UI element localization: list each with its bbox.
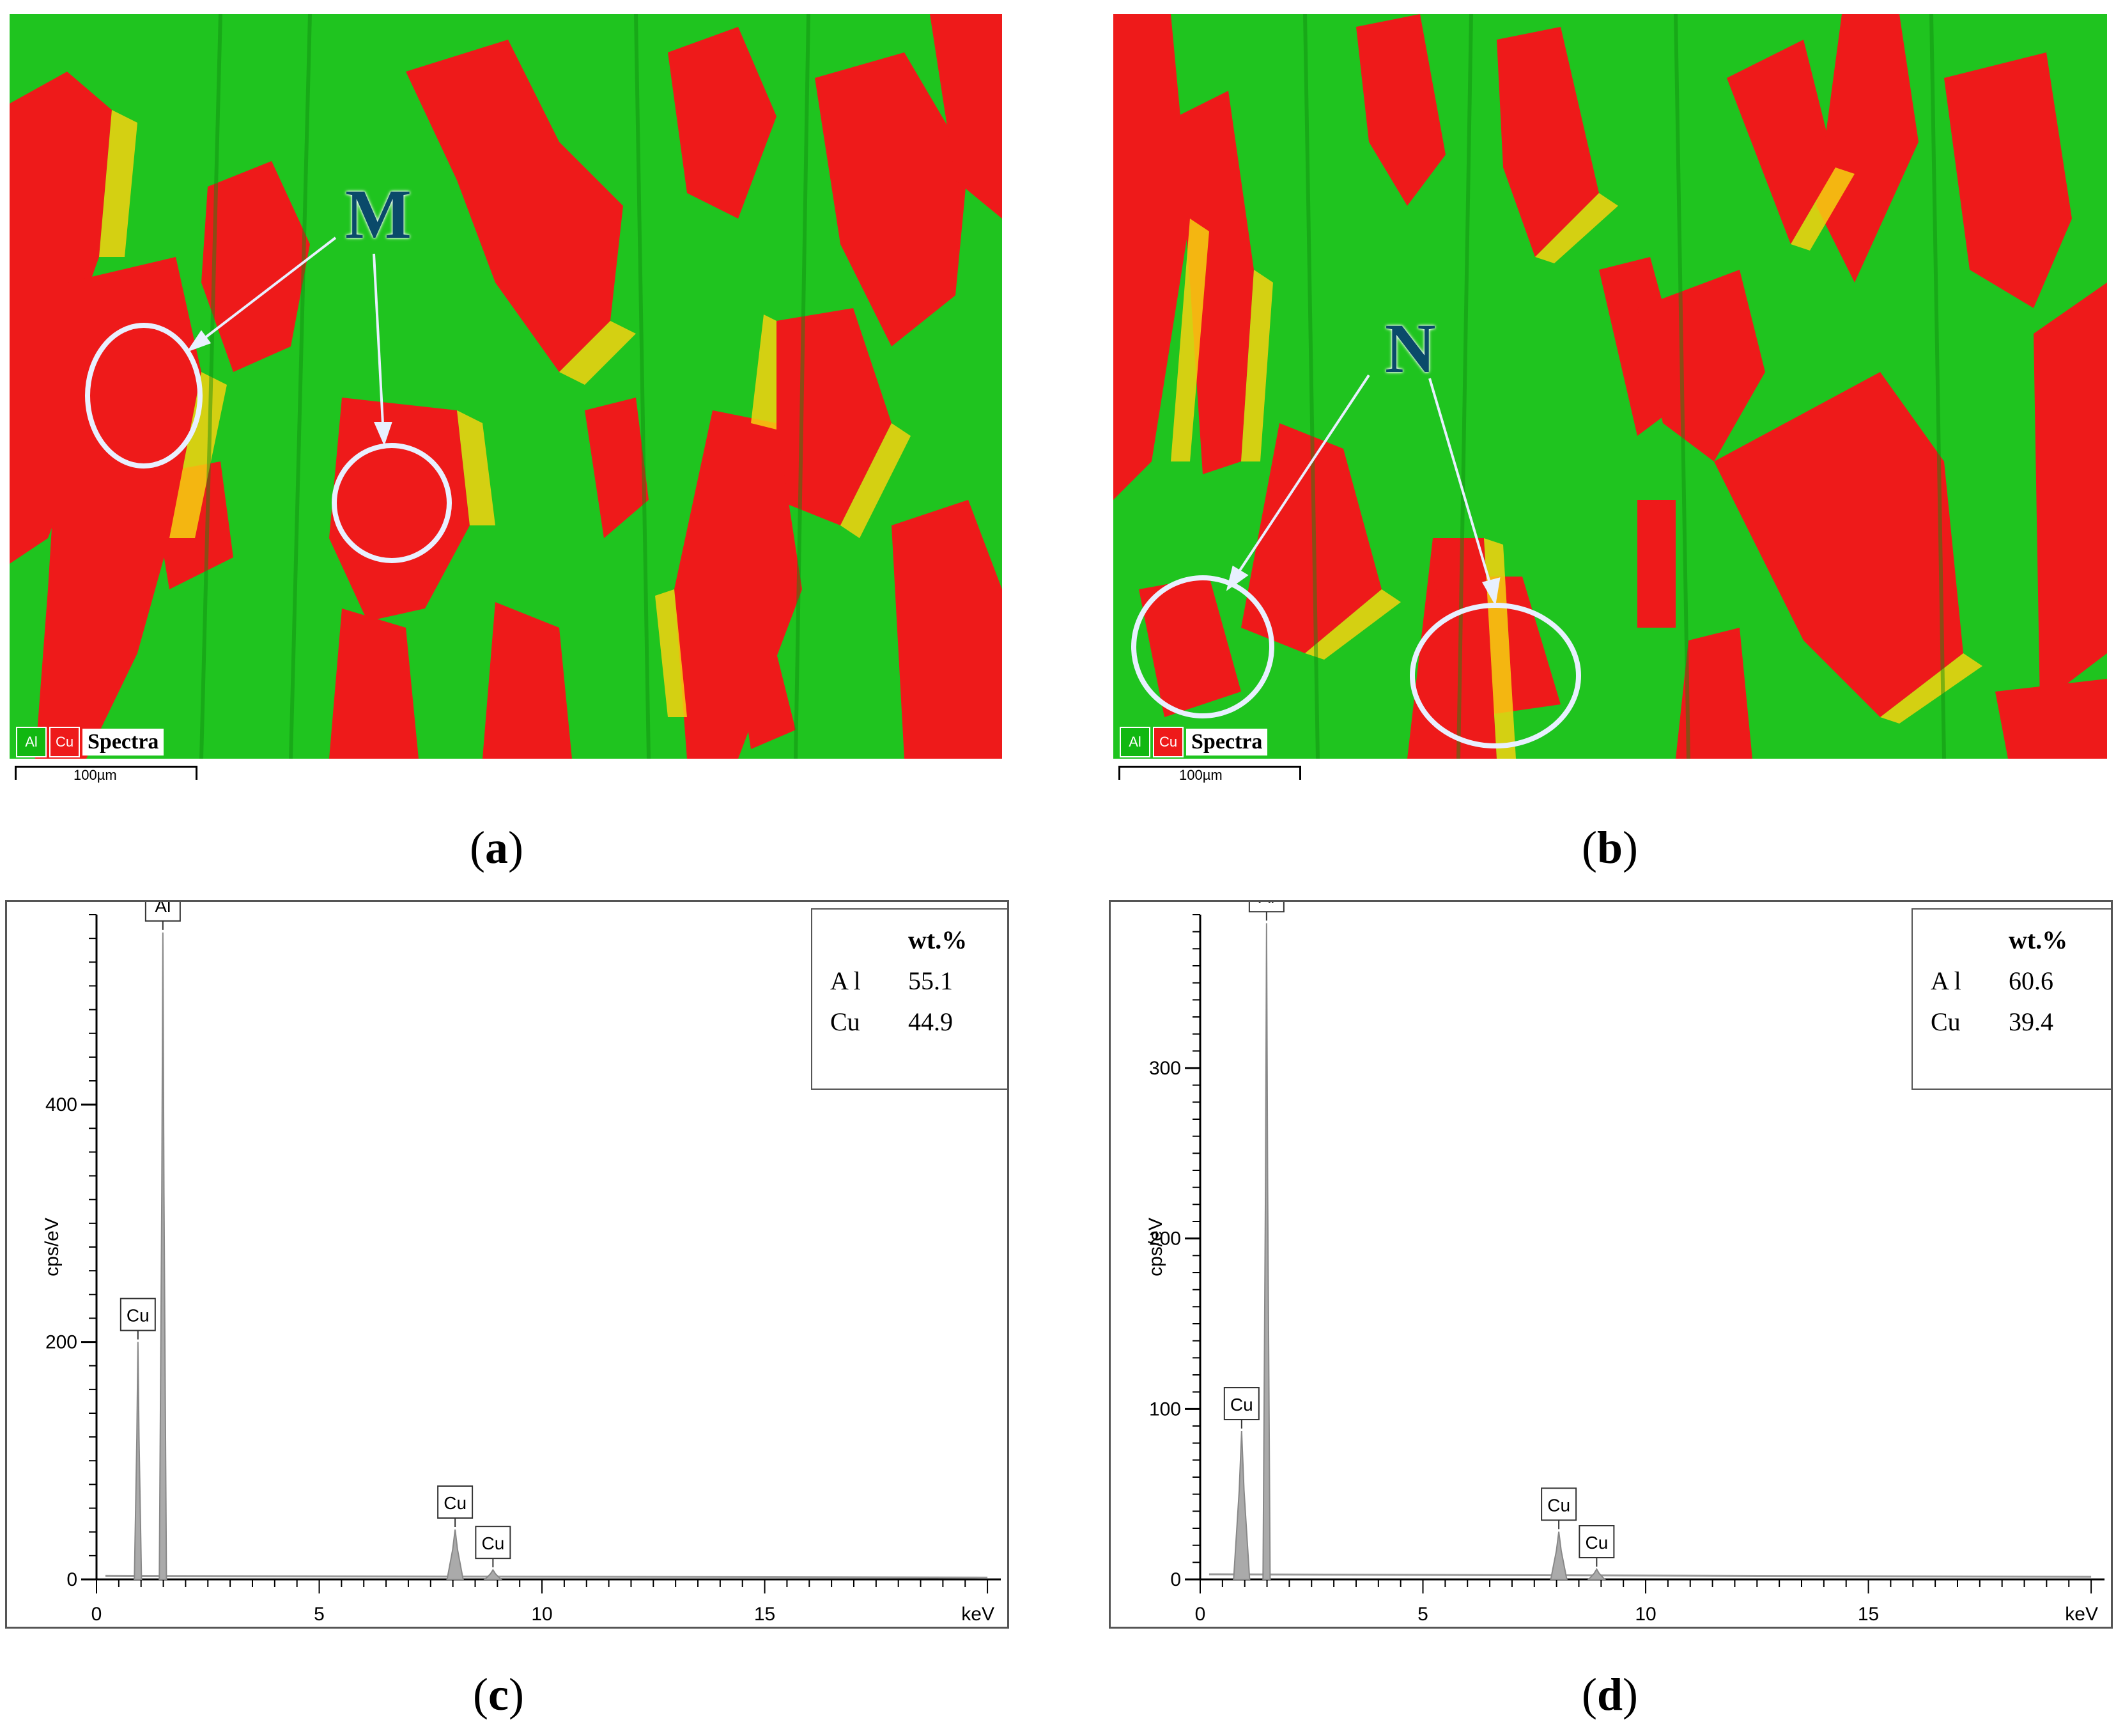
panel-label-c: (c) <box>473 1669 524 1720</box>
composition-value-cu: 39.4 <box>2009 1007 2053 1036</box>
peak-label-cu: Cu <box>481 1533 504 1553</box>
marker-label-m: M <box>345 175 412 253</box>
peak-cu <box>1587 1568 1607 1580</box>
x-tick-label: 5 <box>1417 1604 1428 1625</box>
composition-element-al: A l <box>830 966 861 995</box>
eds-map-b: N Al Cu Spectra <box>1113 14 2107 759</box>
peak-label-box <box>1579 1525 1615 1558</box>
panel-label-a: (a) <box>470 822 523 873</box>
x-tick-label: 10 <box>531 1604 552 1625</box>
peak-cu <box>134 1342 143 1580</box>
spectrum-baseline <box>1209 1573 2092 1578</box>
peak-label-box <box>1248 902 1285 913</box>
spectrum-plot-c: 0 200 400 0 5 10 15 keV cps/eV Cu Al Cu Cu <box>42 902 1001 1625</box>
peak-al <box>1262 923 1271 1580</box>
peak-cu <box>446 1529 464 1580</box>
composition-element-al: A l <box>1931 966 1961 995</box>
legend-spectra: Spectra <box>82 729 164 756</box>
y-tick-label: 400 <box>45 1094 77 1115</box>
composition-value-al: 55.1 <box>908 966 953 995</box>
peak-label-box <box>1541 1487 1577 1521</box>
legend-chip-cu: Cu <box>49 727 80 757</box>
scale-label-a: 100µm <box>73 767 117 783</box>
peak-label-cu: Cu <box>1230 1395 1253 1414</box>
panel-label-b: (b) <box>1582 822 1639 873</box>
x-tick-label: 15 <box>1858 1604 1879 1625</box>
x-axis-label: keV <box>961 1604 994 1625</box>
y-tick-label: 200 <box>45 1332 77 1353</box>
peak-al <box>158 932 167 1580</box>
peak-label-cu: Cu <box>1547 1495 1570 1515</box>
eds-spectrum-c: 0 200 400 0 5 10 15 keV cps/eV Cu Al Cu Cu wt.% A l … <box>5 900 1009 1629</box>
legend-chip-al: Al <box>16 727 47 757</box>
eds-spectrum-d: 0 100 200 300 0 5 10 15 keV cps/eV Cu Al Cu Cu wt.% A… <box>1109 900 2113 1629</box>
peak-label-al: Al <box>155 902 171 916</box>
composition-header: wt.% <box>908 926 968 954</box>
peak-cu <box>483 1569 503 1580</box>
legend-spectra: Spectra <box>1186 729 1268 756</box>
spectrum-baseline <box>105 1574 988 1579</box>
eds-map-a: M Al Cu Spectra <box>10 14 1002 759</box>
peak-label-cu: Cu <box>444 1493 467 1513</box>
peak-label-box <box>144 902 181 922</box>
x-axis-label: keV <box>2065 1604 2098 1625</box>
x-tick-label: 5 <box>314 1604 325 1625</box>
scale-bar-a <box>15 766 197 780</box>
eds-map-a-texture <box>10 14 1002 759</box>
composition-table-c: wt.% A l 55.1 Cu 44.9 <box>811 908 1008 1090</box>
composition-element-cu: Cu <box>830 1007 860 1036</box>
peak-label-cu: Cu <box>127 1306 150 1326</box>
peak-label-al: Al <box>1258 902 1274 906</box>
eds-map-b-texture <box>1113 14 2107 759</box>
peak-label-box <box>120 1298 156 1331</box>
composition-value-cu: 44.9 <box>908 1007 953 1036</box>
x-tick-label: 0 <box>91 1604 102 1625</box>
spectrum-plot-d: 0 100 200 300 0 5 10 15 keV cps/eV Cu Al Cu Cu <box>1145 902 2104 1625</box>
y-tick-label: 200 <box>1149 1228 1181 1250</box>
y-tick-label: 100 <box>1149 1399 1181 1420</box>
peak-label-box <box>475 1526 511 1560</box>
peak-cu <box>1550 1531 1568 1580</box>
scale-label-b: 100µm <box>1179 767 1223 783</box>
composition-header: wt.% <box>2009 926 2068 954</box>
legend-chip-al: Al <box>1120 727 1150 757</box>
x-tick-label: 0 <box>1195 1604 1206 1625</box>
x-tick-label: 10 <box>1635 1604 1656 1625</box>
composition-table-d: wt.% A l 60.6 Cu 39.4 <box>1911 908 2112 1090</box>
legend-chip-cu: Cu <box>1153 727 1184 757</box>
map-legend-a: Al Cu Spectra <box>16 727 164 757</box>
peak-label-cu: Cu <box>1585 1533 1608 1553</box>
composition-element-cu: Cu <box>1931 1007 1961 1036</box>
marker-label-n: N <box>1385 309 1436 387</box>
y-tick-label: 0 <box>1170 1569 1181 1590</box>
peak-label-box <box>1223 1387 1260 1420</box>
peak-cu <box>1233 1430 1251 1580</box>
y-axis-label: cps/eV <box>1145 1218 1166 1276</box>
y-axis-label: cps/eV <box>42 1218 63 1276</box>
y-tick-label: 300 <box>1149 1058 1181 1079</box>
panel-label-d: (d) <box>1582 1669 1639 1720</box>
x-tick-label: 15 <box>754 1604 775 1625</box>
peak-label-box <box>437 1485 474 1519</box>
map-legend-b: Al Cu Spectra <box>1120 727 1268 757</box>
y-tick-label: 0 <box>66 1569 77 1590</box>
composition-value-al: 60.6 <box>2009 966 2053 995</box>
scale-bar-b <box>1118 766 1301 780</box>
